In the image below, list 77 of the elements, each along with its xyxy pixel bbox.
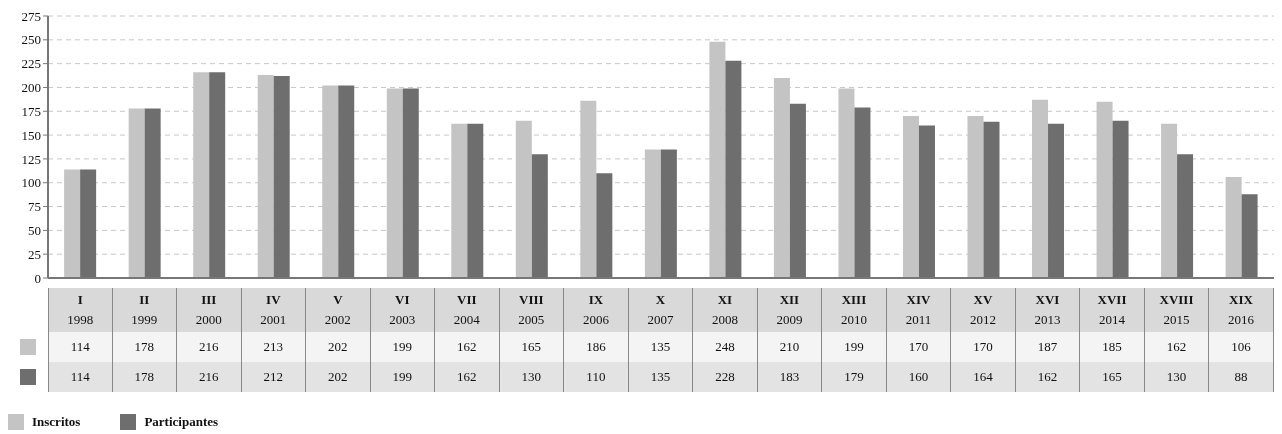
x-tick-label: XI 2008	[710, 292, 739, 328]
bar	[1225, 177, 1242, 278]
data-label: 213	[241, 332, 307, 362]
data-label: 110	[564, 362, 629, 392]
data-label: 202	[306, 332, 371, 362]
data-label: 135	[628, 362, 694, 392]
data-label: 178	[112, 332, 178, 362]
data-label: 135	[628, 332, 694, 362]
data-label: 162	[435, 362, 500, 392]
x-tick-label: XIV 2011	[904, 292, 933, 328]
data-label: 162	[1015, 362, 1081, 392]
data-label: 186	[564, 332, 629, 362]
x-tick-label: X 2007	[646, 292, 675, 328]
bar	[128, 108, 145, 278]
data-label: 106	[1209, 332, 1274, 362]
data-label: 216	[177, 332, 242, 362]
x-tick-label: V 2002	[323, 292, 352, 328]
y-tick-label: 75	[28, 199, 41, 215]
data-label: 202	[306, 362, 371, 392]
data-label: 130	[1144, 362, 1210, 392]
data-label: 178	[112, 362, 178, 392]
x-tick-label: XV 2012	[968, 292, 997, 328]
data-label: 187	[1015, 332, 1081, 362]
y-tick-label: 125	[21, 151, 41, 167]
x-tick-label: VIII 2005	[517, 292, 546, 328]
x-tick-label: IX 2006	[581, 292, 610, 328]
x-tick-label: I 1998	[66, 292, 95, 328]
data-label: 162	[435, 332, 500, 362]
x-tick-label: III 2000	[194, 292, 223, 328]
data-label: 88	[1209, 362, 1274, 392]
data-label: 212	[241, 362, 307, 392]
bar	[451, 123, 468, 278]
x-tick-label: XVI 2013	[1033, 292, 1062, 328]
y-tick-label: 150	[21, 127, 41, 143]
x-tick-label: VII 2004	[452, 292, 481, 328]
data-label: 199	[370, 362, 436, 392]
bar	[64, 169, 81, 278]
y-tick-label: 275	[21, 8, 41, 24]
data-label: 216	[177, 362, 242, 392]
x-tick-label: XVII 2014	[1096, 292, 1128, 328]
data-label: 162	[1144, 332, 1210, 362]
data-label: 199	[370, 332, 436, 362]
data-label: 228	[693, 362, 758, 392]
data-label: 164	[951, 362, 1016, 392]
data-label: 185	[1080, 332, 1145, 362]
y-tick-label: 175	[21, 103, 41, 119]
legend-label: Inscritos	[32, 414, 81, 430]
y-tick-label: 225	[21, 56, 41, 72]
data-label: 114	[48, 362, 113, 392]
x-tick-label: II 1999	[130, 292, 159, 328]
x-tick-label: XIX 2016	[1227, 292, 1256, 328]
data-label: 210	[757, 332, 823, 362]
data-label: 114	[48, 332, 113, 362]
data-label: 170	[886, 332, 952, 362]
data-label: 165	[499, 332, 565, 362]
x-tick-label: XII 2009	[775, 292, 804, 328]
x-tick-label: IV 2001	[259, 292, 288, 328]
data-label: 183	[757, 362, 823, 392]
x-tick-label: XVIII 2015	[1158, 292, 1195, 328]
data-label: 199	[822, 332, 887, 362]
y-tick-label: 200	[21, 80, 41, 96]
y-tick-label: 100	[21, 175, 41, 191]
data-label: 170	[951, 332, 1016, 362]
y-tick-label: 250	[21, 32, 41, 48]
y-tick-label: 50	[28, 222, 41, 238]
x-tick-label: XIII 2010	[839, 292, 868, 328]
legend-label: Participantes	[144, 414, 219, 430]
x-tick-label: VI 2003	[388, 292, 417, 328]
data-label: 248	[693, 332, 758, 362]
y-tick-label: 25	[28, 246, 41, 262]
data-label: 179	[822, 362, 887, 392]
y-tick-label: 0	[34, 270, 41, 286]
bar	[902, 116, 919, 278]
data-label: 165	[1080, 362, 1145, 392]
data-label: 160	[886, 362, 952, 392]
bar	[515, 120, 532, 278]
data-label: 130	[499, 362, 565, 392]
